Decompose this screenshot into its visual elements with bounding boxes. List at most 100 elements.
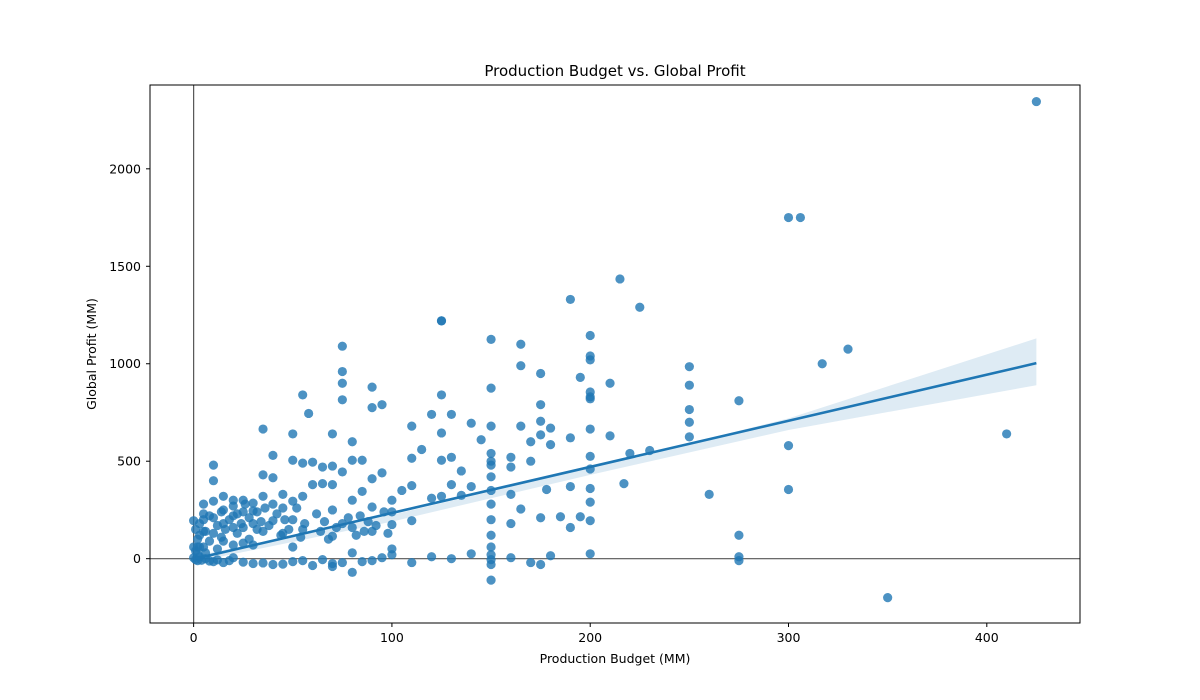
data-point <box>355 511 365 521</box>
data-point <box>347 567 357 577</box>
data-point <box>228 501 238 511</box>
data-point <box>200 526 211 536</box>
data-point <box>319 517 330 527</box>
data-point <box>486 559 496 570</box>
data-point <box>264 520 274 531</box>
data-point <box>317 462 328 472</box>
data-point <box>436 316 447 326</box>
data-point <box>486 575 496 585</box>
data-point <box>377 400 387 410</box>
data-point <box>280 515 290 525</box>
data-point <box>383 528 393 538</box>
data-point <box>268 450 278 460</box>
data-point <box>506 553 516 563</box>
data-point <box>288 455 298 465</box>
data-point <box>486 421 496 431</box>
data-point <box>252 524 262 535</box>
data-point <box>506 452 516 462</box>
data-point <box>327 480 338 490</box>
data-point <box>311 509 322 519</box>
data-point <box>734 556 744 566</box>
data-point <box>407 516 417 526</box>
data-point <box>565 433 575 443</box>
data-point <box>288 515 298 525</box>
data-point <box>486 515 496 525</box>
data-point <box>783 484 794 495</box>
data-point <box>298 556 308 566</box>
data-point <box>516 504 526 514</box>
data-point <box>224 515 234 525</box>
data-point <box>244 534 254 544</box>
data-point <box>565 294 575 305</box>
data-point <box>466 549 476 559</box>
data-point <box>684 417 694 427</box>
data-point <box>367 502 377 512</box>
data-point <box>684 362 694 372</box>
data-point <box>194 518 205 529</box>
data-point <box>426 409 437 420</box>
data-point <box>456 466 466 476</box>
data-point <box>300 518 310 529</box>
data-point <box>327 505 338 515</box>
data-point <box>783 441 794 451</box>
data-point <box>351 530 361 540</box>
data-point <box>240 499 250 509</box>
x-tick-label: 200 <box>578 630 602 645</box>
data-point <box>347 437 357 447</box>
data-point <box>436 491 447 501</box>
data-point <box>308 457 318 467</box>
data-point <box>236 518 246 529</box>
data-point <box>208 528 219 538</box>
data-point <box>1031 96 1041 107</box>
y-tick-label: 500 <box>117 454 141 469</box>
data-point <box>337 341 347 351</box>
data-point <box>212 544 223 554</box>
data-point <box>218 491 228 501</box>
y-axis-label: Global Profit (MM) <box>84 298 99 410</box>
data-point <box>486 460 496 470</box>
data-point <box>208 496 219 506</box>
y-axis: 0 500 1000 1500 2000 <box>109 161 150 566</box>
data-point <box>238 557 248 567</box>
data-point <box>359 526 369 536</box>
data-point <box>228 540 238 550</box>
data-point <box>486 383 496 393</box>
data-point <box>605 431 615 441</box>
plot-area <box>150 85 1080 623</box>
data-point <box>258 558 268 568</box>
data-point <box>486 448 496 459</box>
data-point <box>232 509 242 519</box>
data-point <box>367 382 377 392</box>
data-point <box>635 302 645 312</box>
data-point <box>377 553 387 563</box>
data-point <box>466 481 476 492</box>
data-point <box>407 480 417 491</box>
data-point <box>575 512 585 522</box>
data-point <box>367 556 377 566</box>
data-point <box>204 536 215 546</box>
data-point <box>585 483 595 494</box>
data-point <box>317 479 328 489</box>
data-point <box>605 378 615 388</box>
data-point <box>317 555 328 565</box>
data-point <box>466 418 476 428</box>
data-point <box>783 212 794 223</box>
data-point <box>883 593 893 603</box>
data-point <box>367 403 377 413</box>
data-point <box>337 557 347 568</box>
data-point <box>486 472 496 482</box>
data-point <box>486 542 496 552</box>
x-tick-label: 400 <box>975 630 999 645</box>
data-point <box>536 416 546 426</box>
data-point <box>585 394 595 404</box>
x-tick-label: 300 <box>777 630 801 645</box>
data-point <box>536 400 546 410</box>
data-point <box>506 462 516 472</box>
data-point <box>619 479 629 489</box>
data-point <box>304 408 314 419</box>
data-point <box>684 404 694 415</box>
data-point <box>258 470 268 480</box>
data-point <box>347 455 357 465</box>
data-point <box>436 455 447 465</box>
